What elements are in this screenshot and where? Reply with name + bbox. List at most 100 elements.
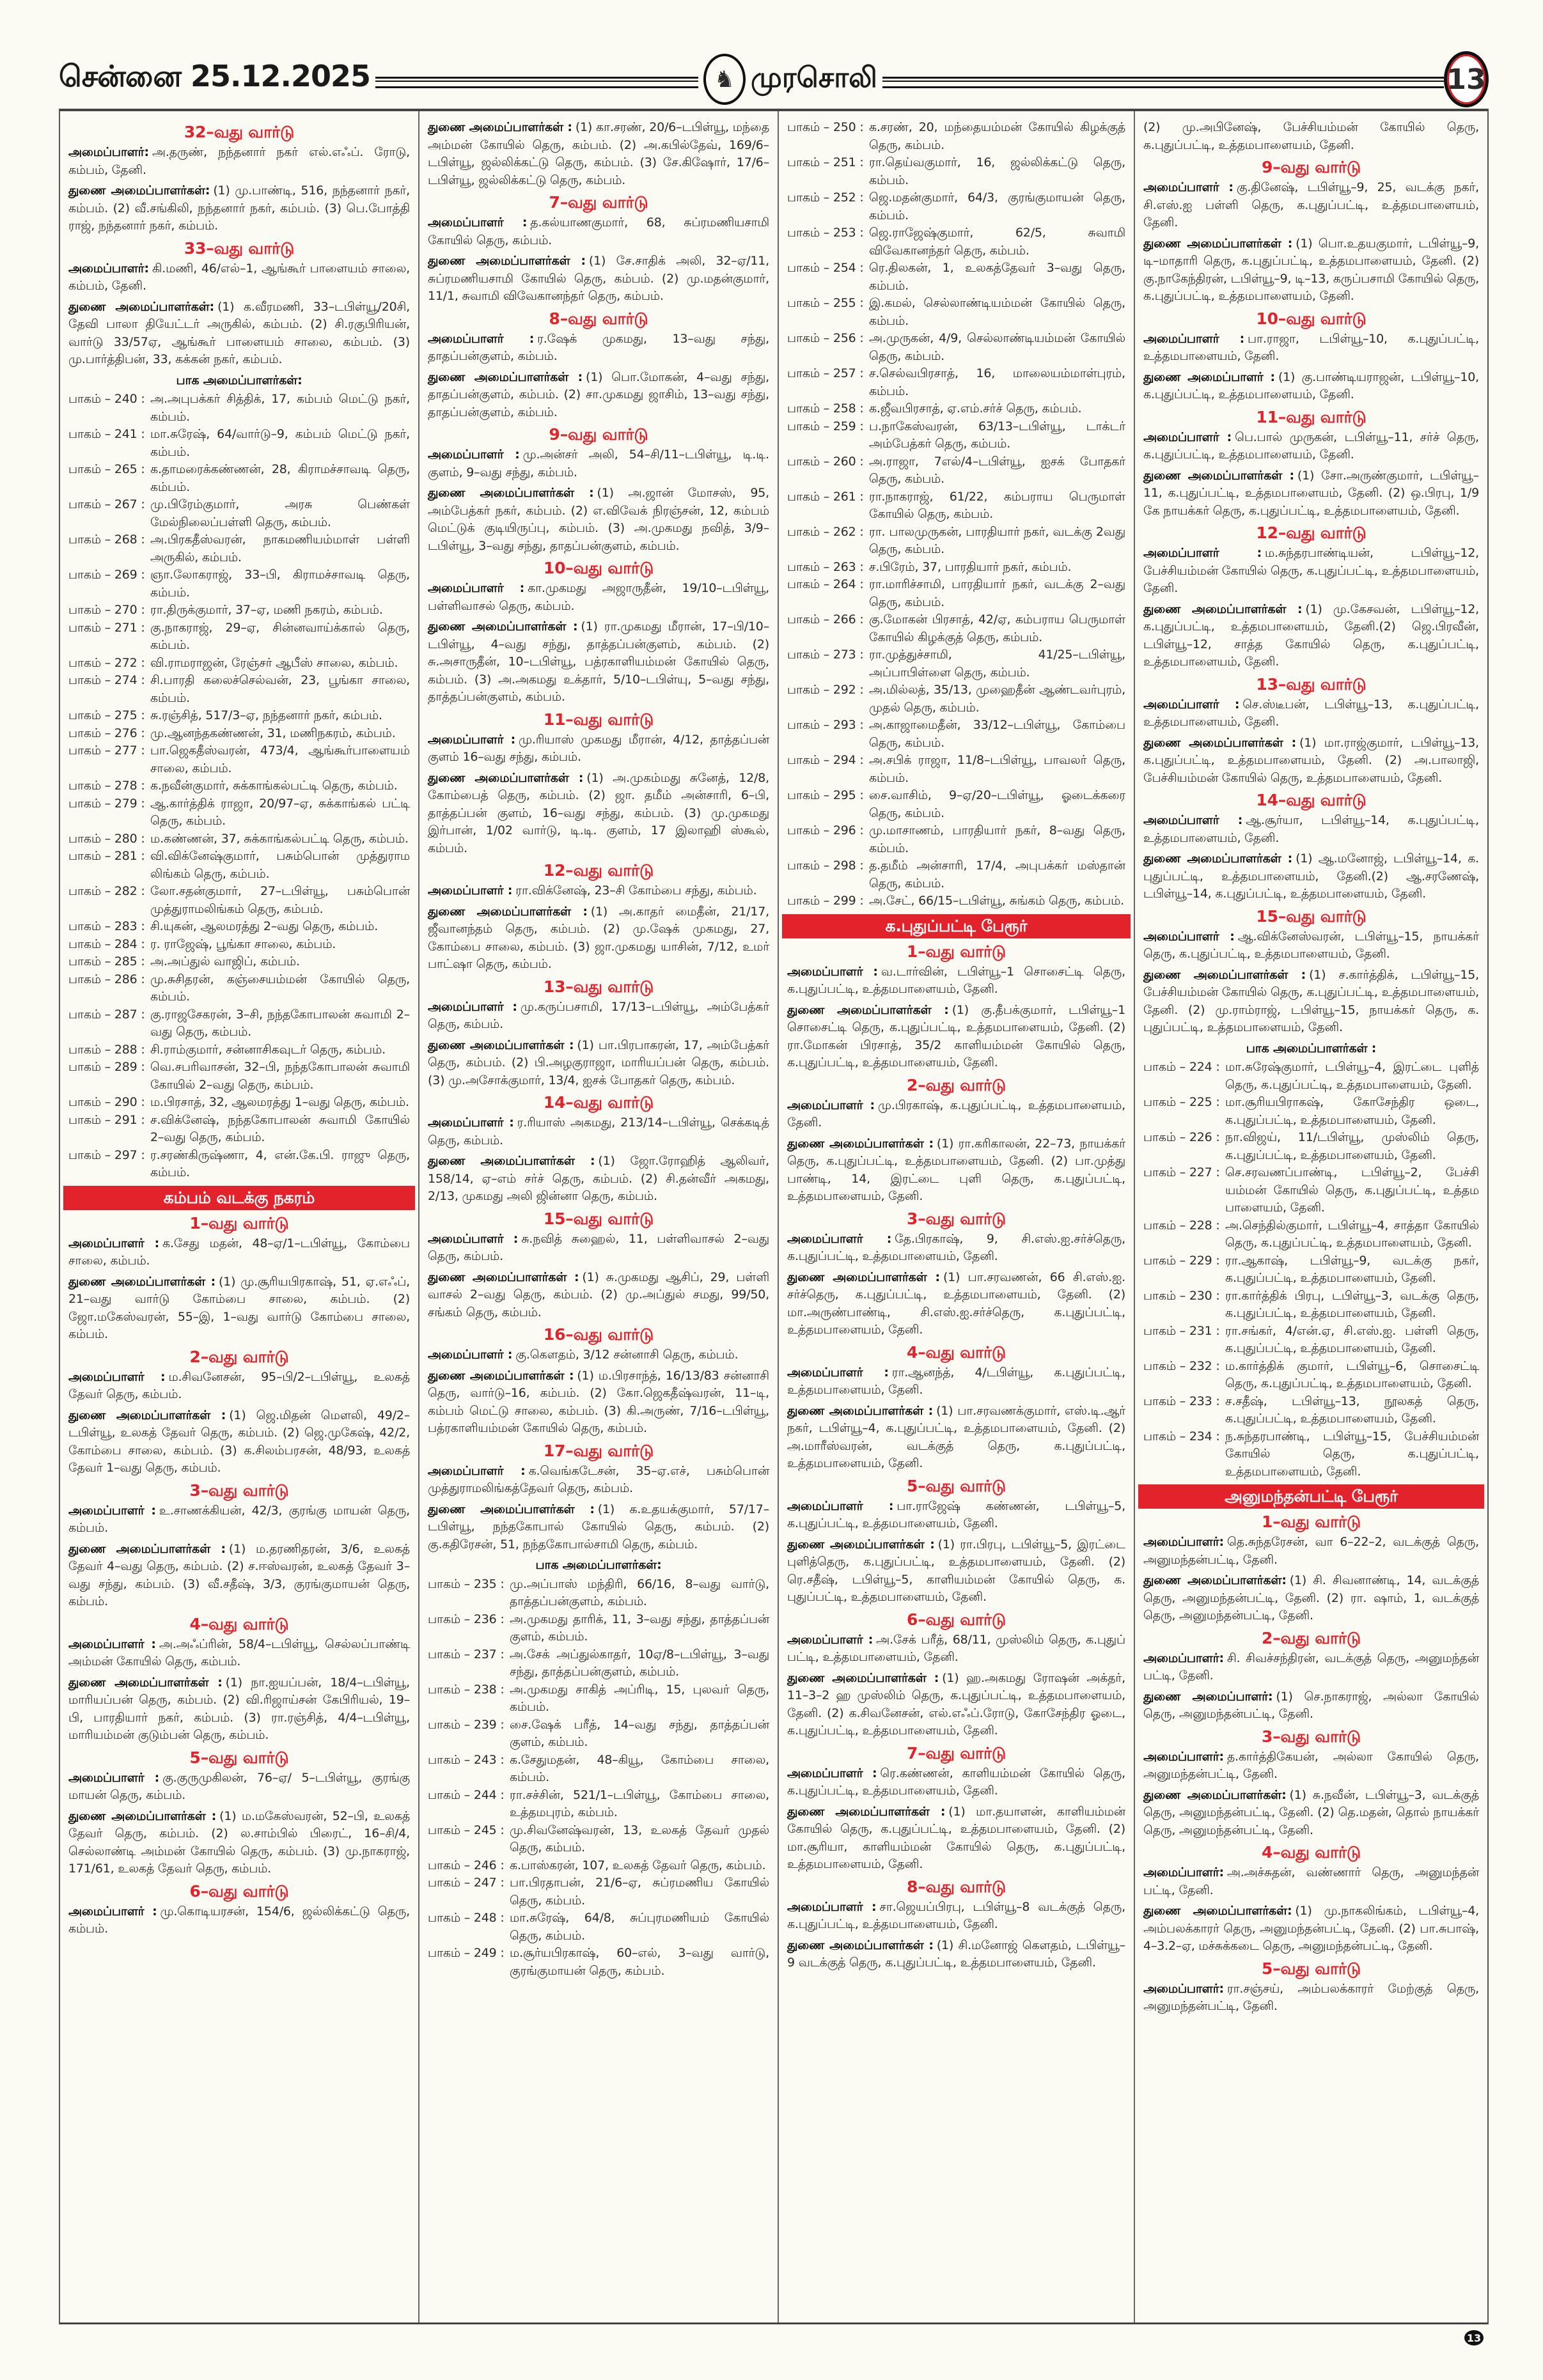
organiser-entry: அமைப்பாளர் : சு.நவித் சுஹைல், 11, பள்ளிவா… [428,1231,769,1266]
ward-heading: 17–வது வார்டு [543,1441,654,1460]
booth-number: பாகம் – 249 : [428,1946,505,1960]
booth-number: பாகம் – 260 : [787,454,864,469]
booth-number: பாகம் – 264 : [787,577,864,591]
role-label: துணை அமைப்பாளர்கள் : [1143,967,1306,982]
booth-organiser-details: சி.யுகன், ஆலமரத்து 2–வது தெரு, கம்பம். [150,919,379,933]
organiser-details: கு.கௌதம், 3/12 சன்னாசி தெரு, கம்பம். [515,1348,739,1362]
role-label: அமைப்பாளர்: [68,145,149,159]
ward-heading: 2–வது வார்டு [1262,1628,1361,1647]
page-number-badge: 13 [1444,51,1489,107]
role-label: அமைப்பாளர் : [428,1116,514,1130]
role-label: அமைப்பாளர்: [1143,1981,1224,1996]
booth-entry: பாகம் – 240 : அ.அபுபக்கர் சித்திக், 17, க… [68,391,410,426]
booth-entry: பாகம் – 236 : அ.முகமது தாரிக், 11, 3–வது … [428,1611,769,1646]
booth-number: பாகம் – 231 : [1143,1323,1220,1338]
organiser-details: (1) பொ.உதயகுமார், டபிள்யூ–9, டி–மாதாரி த… [1143,236,1479,304]
role-label: துணை அமைப்பாளர்கள்: [68,299,215,314]
booth-organiser-details: ரா.திருக்குமார், 37–ஏ, மணி நகரம், கம்பம்… [150,603,383,617]
booth-organiser-details: ச.விக்னேஷ், நந்தகோபாலன் சுவாமி கோயில் 2–… [150,1112,410,1145]
booth-organiser-details: ரா.நாகராஜ், 61/22, கம்பராய பெருமாள் கோயி… [869,489,1125,522]
role-label: துணை அமைப்பாளர்கள் : [68,1675,223,1690]
booth-number: பாகம் – 285 : [68,954,145,968]
organiser-entry: துணை அமைப்பாளர்கள் : (1) பொ.மோகன், 4–வது … [428,369,769,422]
organiser-details: அ.அச்சுதன், வண்ணார் தெரு, அனுமந்தன் பட்ட… [1143,1865,1479,1897]
booth-entry: பாகம் – 268 : அ.பிரகதீஸ்வரன், நாகமணியம்மா… [68,531,410,566]
masthead-title: முரசொலி [751,61,877,94]
organiser-details: (1) மு.பாண்டி, 516, நந்தனார் நகர், கம்பம… [68,183,410,233]
organiser-details: ர.ரியாஸ் அகமது, 213/14–டபிள்யூ, செக்கடித… [428,1116,769,1147]
column-4: (2) மு.அபினேஷ், பேச்சியம்மன் கோயில் தெரு… [1135,111,1487,2322]
booth-organiser-details: ம.சூர்யபிரகாஷ், 60–எல், 3–வது வார்டு, கு… [510,1946,769,1978]
role-label: துணை அமைப்பாளர் : [1143,369,1275,384]
ward-heading: 32–வது வார்டு [184,123,295,141]
role-label: அமைப்பாளர்: [1143,1865,1224,1879]
organiser-entry: அமைப்பாளர் : செ.ஸ்டீபன், டபிள்யூ–13, க.பு… [1143,696,1479,731]
role-label: அமைப்பாளர் : [787,1632,873,1647]
role-label: துணை அமைப்பாளர்: [1143,1689,1273,1704]
booth-organiser-details: இ.கமல், செல்லாண்டியம்மன் கோயில் தெரு, கம… [869,296,1125,328]
role-label: துணை அமைப்பாளர்கள் : [428,486,594,500]
booth-number: பாகம் – 267 : [68,497,145,511]
organiser-entry: துணை அமைப்பாளர்கள் : (1) ரா.பிரபு, டபிள்ய… [787,1536,1125,1606]
booth-number: பாகம் – 273 : [787,648,864,662]
role-label: அமைப்பாளர் : [1143,697,1240,712]
organiser-entry: துணை அமைப்பாளர்கள் : (1) ஜெ.மிதன் மௌலி, 4… [68,1407,410,1477]
organiser-details: (1) கு.பாண்டியராஜன், டபிள்யூ–10, க.புதுப… [1143,369,1480,402]
booth-entry: பாகம் – 271 : கு.நாகராஜ், 29–ஏ, சின்னவாய்… [68,619,410,655]
organiser-details: (1) நா.ஐயப்பன், 18/4–டபிள்யூ, மாரியப்பன்… [68,1675,410,1743]
booth-entry: பாகம் – 250 : க.சரண், 20, மந்தையம்மன் கோய… [787,119,1125,154]
booth-number: பாகம் – 266 : [787,612,864,626]
booth-entry: பாகம் – 274 : சி.பாரதி கலைச்செல்வன், 23, … [68,672,410,707]
organiser-details: த.கல்யாணகுமார், 68, சுப்ரமணியசாமி கோயில்… [428,215,769,247]
organiser-details: தே.பிரகாஷ், 9, சி.எஸ்.ஐ.சர்ச்தெரு, க.புத… [787,1231,1126,1264]
column-1: 32–வது வார்டு அமைப்பாளர்: அ.தருண், நந்தனார… [60,111,419,2322]
booth-entry: பாகம் – 255 : இ.கமல், செல்லாண்டியம்மன் கோ… [787,295,1125,330]
organiser-details: (1) ம.தரணிதரன், 3/6, உலகத் தேவர் 4–வது த… [68,1541,410,1609]
booth-entry: பாகம் – 278 : க.நவீன்குமார், சுக்காங்கல்ப… [68,777,410,795]
ward-heading: 5–வது வார்டு [907,1476,1006,1495]
organiser-details: (1) அ.முகம்மது சுனேத், 12/8, கோம்பைத் தெ… [428,770,769,855]
booth-entry: பாகம் – 269 : ஞா.லோகராஜ், 33–பி, கிராமச்ச… [68,566,410,602]
organiser-details: (1) ஜெ.மிதன் மௌலி, 49/2–டபிள்யூ, உலகத் த… [68,1408,410,1475]
booth-number: பாகம் – 292 : [787,683,864,697]
organiser-details: (1) ம.மகேஸ்வரன், 52–பி, உலகத் தேவர் தெரு… [68,1808,410,1876]
booth-number: பாகம் – 263 : [787,559,864,574]
role-label: துணை அமைப்பாளர்கள் : [428,369,583,384]
booth-organiser-details: மு.ஆனந்தகண்ணன், 31, மணிநகரம், கம்பம். [150,726,396,740]
booth-entry: பாகம் – 237 : அ.சேக் அப்துல்காதர், 10ஏ/8–… [428,1646,769,1681]
booth-organiser-details: ரா. பாலமுருகன், பாரதியார் நகர், வடக்கு 2… [869,524,1125,557]
organiser-details: (1) கு.தீபக்குமார், டபிள்யூ–1 சொசைட்டி த… [787,1002,1125,1070]
booth-organisers-subheading: பாக அமைப்பாளர்கள்: [176,373,302,387]
organiser-details: (1) சு.முகமது ஆசிப், 29, பள்ளி வாசல் 2–வ… [428,1270,769,1319]
booth-entry: பாகம் – 259 : ப.நாகேஸ்வரன், 63/13–டபிள்யூ… [787,418,1125,453]
booth-number: பாகம் – 241 : [68,427,145,441]
ward-heading: 4–வது வார்டு [1262,1843,1361,1862]
booth-organiser-details: சை.ஷேக் பரீத், 14–வது சந்து, தாத்தப்பன் … [510,1717,769,1750]
organiser-entry: துணை அமைப்பாளர்கள் : (1) பா.சரவணன், 66 சி… [787,1269,1125,1339]
organiser-entry: துணை அமைப்பாளர்கள் : (1) நா.ஐயப்பன், 18/4… [68,1674,410,1745]
booth-entry: பாகம் – 233 : ச.சதீஷ், டபிள்யூ–13, நூலகத்… [1143,1393,1479,1428]
booth-organiser-details: செ.சரவணப்பாண்டி, டபிள்யூ–2, பேச்சி யம்மன… [1225,1165,1479,1215]
booth-organiser-details: வி.விக்னேஷ்குமார், பசும்பொன் முத்துராம ல… [150,849,410,881]
role-label: துணை அமைப்பாளர்கள்: [1143,1787,1287,1802]
organiser-details: (1) ச.கார்த்திக், டபிள்யூ–15, பேச்சியம்ம… [1143,967,1479,1035]
role-label: அமைப்பாளர் : [428,883,513,898]
organiser-details: (1) சி.மனோஜ் கௌதம், டபிள்யூ–9 வடக்குத் த… [787,1938,1125,1970]
booth-entry: பாகம் – 249 : ம.சூர்யபிரகாஷ், 60–எல், 3–வ… [428,1945,769,1980]
role-label: துணை அமைப்பாளர்கள் : [428,1270,579,1284]
organiser-entry: அமைப்பாளர் : உ.சாணக்கியன், 42/3, குரங்கு … [68,1502,410,1537]
role-label: அமைப்பாளர்: [68,261,149,276]
ward-heading: 10–வது வார்டு [1256,309,1367,328]
role-label: துணை அமைப்பாளர்கள் : [428,770,584,785]
role-label: அமைப்பாளர் : [787,1498,894,1513]
organiser-details: ரா.விக்னேஷ், 23–சி கோம்பை சந்து, கம்பம். [515,883,757,898]
booth-organiser-details: கு.ராஜசேகரன், 3–சி, நந்தகோபாலன் சுவாமி 2… [150,1007,410,1039]
organiser-entry: துணை அமைப்பாளர்கள் : (1) க.உதயக்குமார், 5… [428,1501,769,1554]
organiser-details: ரெ.கண்ணன், காளியம்மன் கோயில் தெரு, க.புத… [787,1766,1125,1798]
booth-entry: பாகம் – 224 : மா.சுரேஷ்குமார், டபிள்யூ–4,… [1143,1059,1479,1094]
ward-heading: 9–வது வார்டு [549,425,648,444]
booth-number: பாகம் – 261 : [787,489,864,504]
organiser-entry: அமைப்பாளர் : பா.ராஜா, டபிள்யூ–10, க.புதுப… [1143,331,1479,366]
booth-entry: பாகம் – 289 : வெ.சபரிவாசன், 32–பி, நந்தகோ… [68,1059,410,1094]
role-label: அமைப்பாளர் : [428,447,520,462]
